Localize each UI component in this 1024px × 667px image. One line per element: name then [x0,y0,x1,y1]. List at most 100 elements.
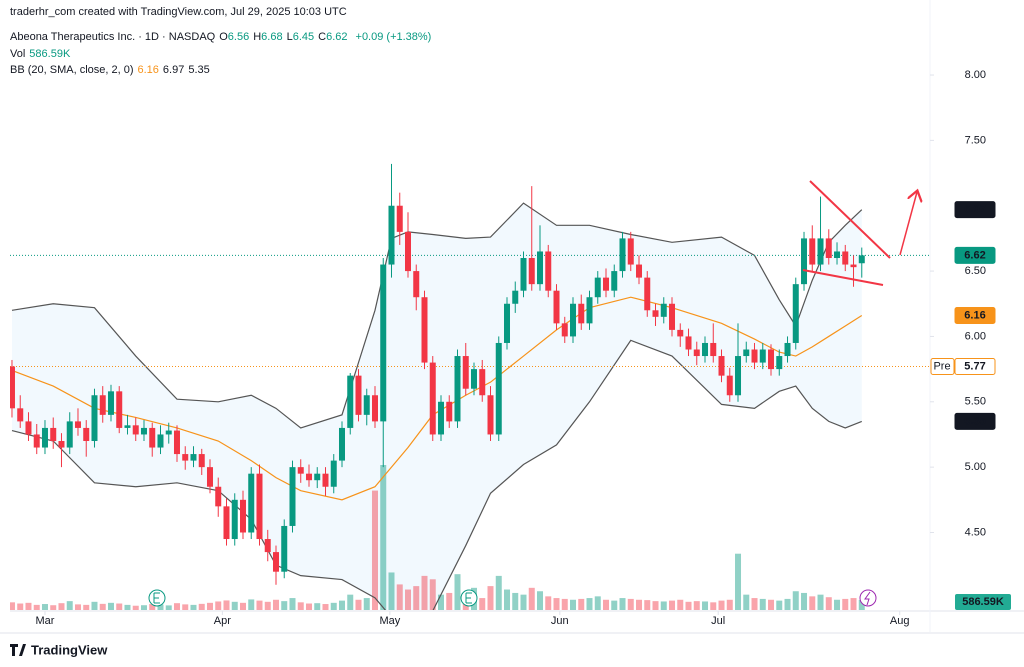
candle-body [545,251,552,291]
candle-body [644,277,651,311]
candle-body [454,356,461,422]
candle-body [669,303,676,330]
volume-bar [413,586,420,610]
volume-bar [825,597,832,610]
candle-body [834,251,841,259]
candle-body [495,342,502,435]
candle-body [272,552,279,572]
y-tick-label: 7.50 [965,134,986,146]
candle-body [809,238,816,265]
candle-body [83,427,90,441]
candle-body [421,297,428,363]
candle-body [25,421,32,435]
volume-bar [735,553,742,610]
y-tick-label: 5.00 [965,461,986,473]
volume-bar [809,596,816,610]
candle-body [132,425,139,435]
event-icon [859,589,877,607]
candle-body [619,238,626,272]
candle-body [817,238,824,265]
change: +0.09 (+1.38%) [355,31,432,43]
volume-bar [603,599,610,610]
legend-main: Abeona Therapeutics Inc. · 1D · NASDAQ O6… [10,31,435,43]
volume-bar [495,575,502,610]
volume-bar [264,601,271,610]
volume-bar [388,572,395,610]
candle-body [437,401,444,435]
candle-body [107,391,114,415]
candle-body [594,277,601,298]
volume-bar [594,596,601,610]
x-tick-label: Mar [36,615,55,627]
candle-body [561,323,568,337]
logo [10,644,26,656]
bb-lower [11,339,862,610]
bb-upper [11,202,863,429]
volume-bar [611,600,618,610]
candle-body [751,349,758,363]
candle-body [99,395,106,415]
volume-bar [297,602,304,610]
volume-bar [578,598,585,610]
volume-bar [239,602,246,610]
symbol: Abeona Therapeutics Inc. · 1D · NASDAQ [10,31,216,43]
volume-bar [124,604,131,610]
volume-bar [223,600,230,610]
candle-body [487,395,494,435]
bb-value: 6.16 [137,64,159,76]
candle-body [74,421,81,428]
x-tick-label: Jun [551,615,569,627]
candle-body [504,303,511,343]
candle-body [735,356,742,396]
candle-body [578,303,585,324]
candle-body [264,539,271,553]
bb-value: 5.35 [188,64,210,76]
x-tick-label: Aug [890,615,910,627]
volume-bar [512,592,519,610]
candle-body [603,277,610,291]
volume-bar [380,465,387,610]
volume-bar [842,598,849,610]
volume-bar [652,601,659,610]
badge-tag-label: Pre [933,360,950,372]
y-tick-label: 8.00 [965,69,986,81]
candle-body [520,258,527,291]
candle-body [173,430,180,455]
volume-bar [792,591,799,610]
candle-body [677,329,684,337]
bb-name: BB (20, SMA, close, 2, 0) [10,64,134,76]
ohlc: O6.56 H6.68 L6.45 C6.62 [219,31,351,43]
price-badge [954,412,996,430]
y-tick-label: 6.00 [965,330,986,342]
earnings-icon [460,589,478,607]
candle-body [289,467,296,526]
candle-body [140,427,147,435]
ohlc-value: 6.45 [292,31,315,43]
candle-body [718,356,725,376]
volume-bar [165,605,172,610]
volume-bar [149,604,156,610]
candle-body [248,473,255,533]
candle-body [636,264,643,278]
candle-body [305,473,312,481]
volume-bar [404,589,411,610]
candle-body [157,434,164,448]
x-tick-label: May [379,615,400,627]
badge-tag [930,357,955,375]
candle-body [223,506,230,540]
candle-body [58,440,65,448]
volume-bar [371,490,378,610]
bb-value: 6.97 [162,64,185,76]
candle-body [396,205,403,232]
volume-bar [10,602,15,610]
candle-body [660,303,667,317]
candle-body [825,238,832,259]
volume-bar [322,604,329,610]
candle-body [149,427,156,448]
volume-bar [190,604,197,610]
candle-body [801,238,808,285]
ohlc-value: 6.68 [261,31,283,43]
candle-body [537,251,544,285]
price-badge-label: 6.97 [964,204,985,216]
candle-body [768,349,775,370]
